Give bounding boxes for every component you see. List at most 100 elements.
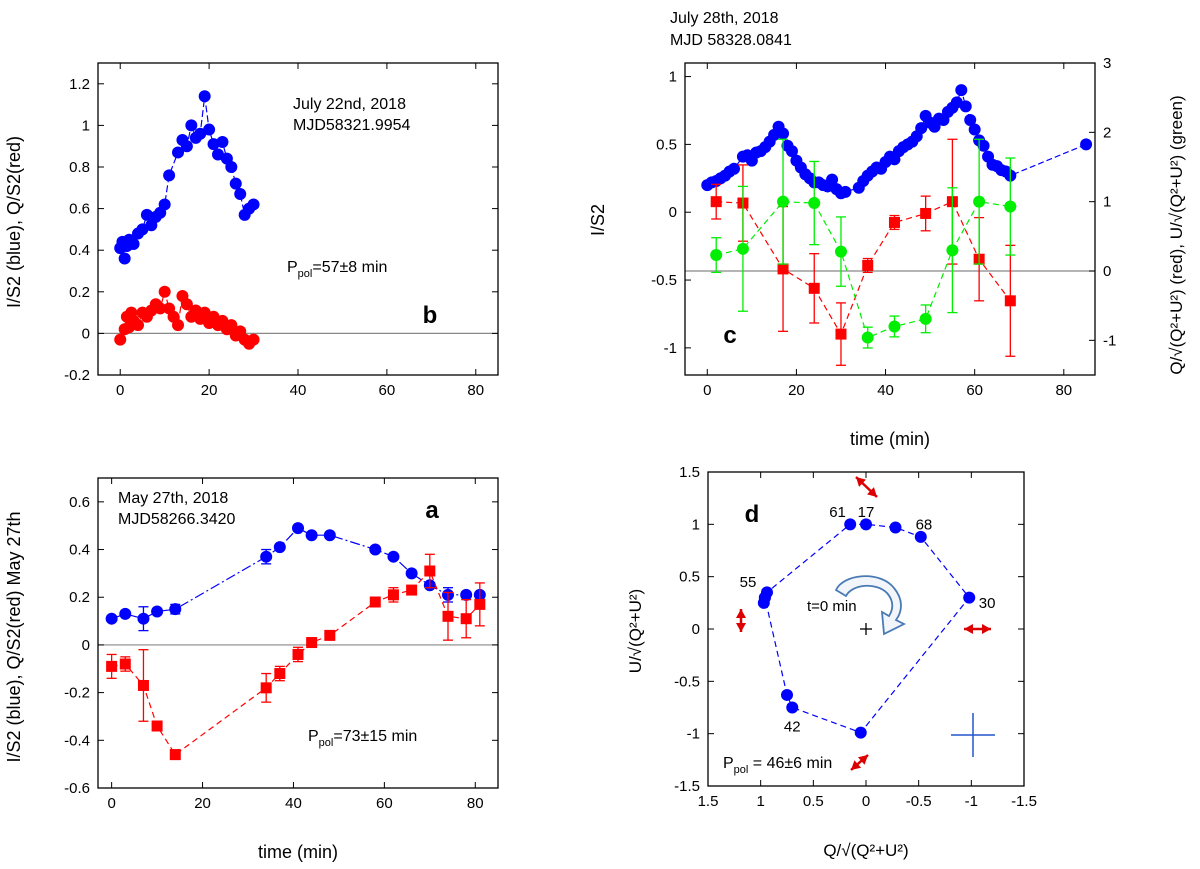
c-u-normalized-point [919,312,932,325]
d-point [963,591,976,604]
b-intensity-point [216,136,229,149]
b-q-point [154,302,167,315]
c-intensity-point [950,96,963,109]
polarization-arrowhead [867,487,877,497]
c-ytick-right-label: -1 [1103,332,1116,349]
a-q-point [292,648,304,660]
a-ytick-label: -0.2 [64,685,90,702]
b-q-point [172,319,184,332]
b-ytick-label: 0.8 [69,159,90,176]
c-q-normalized-point [1004,295,1016,307]
c-q-normalized-point [862,259,874,271]
c-u-normalized-point [736,242,749,255]
b-xtick-label: 20 [201,382,218,399]
a-ytick-label: 0.6 [69,494,90,511]
c-intensity-point [826,173,839,186]
a-intensity-point [387,550,400,563]
c-ytick-label: 0.5 [656,136,677,153]
b-xtick-label: 60 [379,382,396,399]
a-date-label: May 27th, 2018 [118,490,228,507]
c-intensity-point [777,127,790,140]
d-xtick-label: -0.5 [906,793,932,810]
d-panel-letter: d [745,501,760,528]
a-xtick-label: 60 [376,795,393,812]
c-ytick-right-label: 2 [1103,124,1111,141]
c-ytick-label: 0 [669,204,677,221]
b-intensity-point [118,252,131,265]
d-point-label: 55 [740,574,757,591]
a-xtick-label: 40 [285,795,302,812]
c-intensity-point [728,162,741,175]
c-q-normalized-point [710,196,722,208]
b-ytick-label: 0 [82,325,90,342]
a-intensity-point [369,543,382,556]
a-xtick-label: 20 [194,795,211,812]
a-intensity-point [105,612,118,625]
panel-a: 0 20 40 60 80 -0.6 -0.4 -0.2 0 0.2 0.4 0.6 May 27th,… [4,477,499,862]
d-ytick-label: 0 [692,621,700,638]
a-xtick-label: 0 [107,795,115,812]
c-u-normalized-point [834,245,847,258]
d-point [781,688,793,701]
b-intensity-point [172,146,184,159]
a-intensity-point [137,612,150,625]
a-q-point [260,682,272,694]
a-intensity-point [151,605,164,618]
b-intensity-point [163,169,176,182]
c-ytick-label: 1 [669,69,677,86]
a-intensity-point [260,550,273,563]
d-start-label: t=0 min [807,598,857,615]
b-ytick-label: 0.6 [69,201,90,218]
a-q-point [424,565,436,577]
c-intensity-point [915,122,928,135]
c-u-normalized-point [777,195,790,208]
panel-b: 0 20 40 60 80 -0.2 0 0.2 0.4 0.6 0.8 1 1.2 July 22nd,… [4,62,499,399]
a-q-point [106,660,118,672]
c-ytick-right-label: 0 [1103,263,1111,280]
a-intensity-point [273,541,286,554]
c-xlabel: time (min) [850,429,930,449]
b-xtick-label: 80 [467,382,484,399]
a-xlabel: time (min) [258,842,338,862]
a-ytick-label: 0 [82,637,90,654]
b-mjd-label: MJD58321.9954 [293,117,411,134]
c-ytick-right-label: 3 [1103,55,1111,72]
polarization-arrowhead [736,609,746,618]
a-q-point [151,720,163,732]
polarization-arrowhead [964,624,973,634]
d-point [844,518,857,531]
a-q-point [274,668,286,680]
c-q-normalized-point [777,263,789,275]
panel-d: 1.5 1 0.5 0 -0.5 -1 -1.5 -1.5 -1 -0.5 0 0.5 1 1.5 61 17… [626,464,1037,860]
c-frame [684,62,1096,376]
d-point [914,530,927,543]
c-xtick-label: 80 [1055,382,1072,399]
b-intensity-point [136,223,149,236]
panel-c: 0 20 40 60 80 -1 -0.5 0 0.5 1 -1 0 1 2 3 July 28th, 201… [588,10,1186,449]
d-point-label: 42 [784,718,801,735]
a-q-point [387,589,399,601]
d-point-label: 68 [916,516,933,533]
a-ytick-label: -0.4 [64,732,90,749]
d-ppol: Ppol = 46±6 min [723,755,832,776]
d-point [854,726,867,739]
d-ylabel: U/√(Q²+U²) [626,589,645,673]
d-xtick-label: 1 [756,793,764,810]
c-u-normalized-point [946,244,959,257]
c-q-normalized-line [716,200,1011,336]
a-q-point [442,610,454,622]
b-ytick-label: 0.4 [69,242,90,259]
a-q-point [169,749,181,761]
d-ytick-label: 1.5 [679,464,700,481]
a-ylabel: I/S2 (blue), Q/S2(red) May 27th [4,511,24,762]
c-xtick-label: 60 [966,382,983,399]
c-date-label: July 28th, 2018 [670,10,779,27]
a-q-point [460,613,472,625]
c-xtick-label: 40 [877,382,894,399]
b-q-point [158,285,171,298]
b-intensity-point [180,140,193,153]
c-intensity-point [977,139,990,152]
c-intensity-point [955,84,968,97]
b-intensity-point [229,177,242,190]
d-ytick-label: -1.5 [674,778,700,795]
